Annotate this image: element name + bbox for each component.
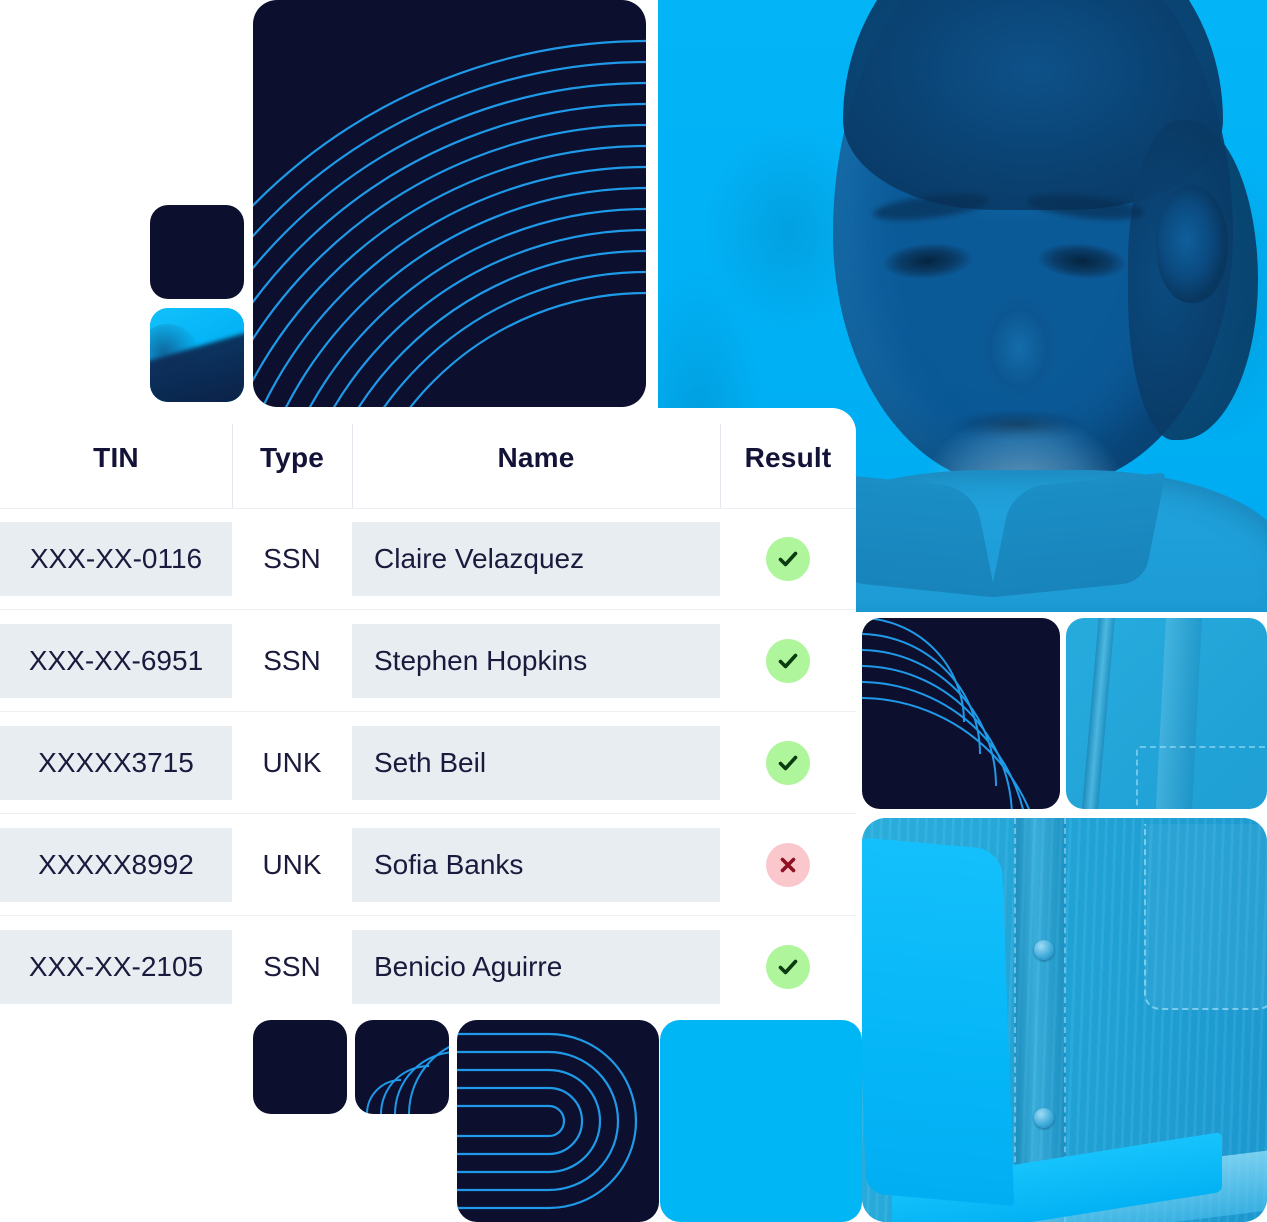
check-icon <box>766 639 810 683</box>
check-icon <box>766 537 810 581</box>
cell-type: SSN <box>263 951 321 982</box>
photo-tile-shoulder-highlight <box>150 324 200 388</box>
shirt-button-bottom <box>1034 1108 1054 1128</box>
column-header-tin[interactable]: TIN <box>93 442 139 473</box>
row-separator <box>0 915 856 916</box>
table-row[interactable]: XXX-XX-2105 SSN Benicio Aguirre <box>0 916 856 1018</box>
cell-name: Sofia Banks <box>352 828 720 902</box>
column-header-type[interactable]: Type <box>259 442 325 473</box>
cyan-square-bottom <box>660 1020 862 1222</box>
photo-tile-shoulder <box>150 308 244 402</box>
check-icon <box>766 741 810 785</box>
photo-tile-shirt <box>1066 618 1267 809</box>
portrait-photo <box>658 0 1267 612</box>
laptop-lid <box>862 836 1015 1207</box>
navy-arc-tile-right <box>862 618 1060 809</box>
table-row[interactable]: XXXXX8992 UNK Sofia Banks <box>0 814 856 916</box>
column-header-result[interactable]: Result <box>744 442 832 473</box>
photo-tile-shirt-pocket <box>1136 746 1267 809</box>
cell-type: UNK <box>262 849 322 880</box>
cell-result <box>720 828 856 902</box>
cell-result <box>720 522 856 596</box>
shirt-laptop-photo <box>862 818 1267 1222</box>
concentric-arcs-icon <box>862 618 1030 809</box>
cell-name: Seth Beil <box>352 726 720 800</box>
cell-tin: XXXXX8992 <box>0 828 232 902</box>
cross-icon <box>766 843 810 887</box>
tin-results-card: TIN Type Name Result XXX-XX-0116 SSN Cla… <box>0 408 856 1022</box>
cell-tin: XXX-XX-6951 <box>0 624 232 698</box>
cell-name: Benicio Aguirre <box>352 930 720 1004</box>
navy-arc-tile-bottom-2 <box>355 1020 449 1114</box>
row-separator <box>0 813 856 814</box>
portrait-nose <box>963 268 1063 408</box>
header-divider-3 <box>720 424 721 508</box>
shirt-placket <box>1014 818 1066 1222</box>
column-header-name[interactable]: Name <box>497 442 575 473</box>
concentric-arcs-icon <box>253 39 646 407</box>
header-divider-1 <box>232 424 233 508</box>
photo-tile-shirt-seam <box>1080 618 1116 809</box>
cell-result <box>720 624 856 698</box>
navy-square-bottom-1 <box>253 1020 347 1114</box>
cell-tin: XXXXX3715 <box>0 726 232 800</box>
table-row[interactable]: XXX-XX-6951 SSN Stephen Hopkins <box>0 610 856 712</box>
cell-type: UNK <box>262 747 322 778</box>
cell-result <box>720 726 856 800</box>
navy-arc-tile-bottom-3 <box>457 1020 659 1222</box>
header-bottom-rule <box>0 508 856 509</box>
row-separator <box>0 711 856 712</box>
navy-arc-panel-large <box>253 0 646 407</box>
tin-results-table: TIN Type Name Result XXX-XX-0116 SSN Cla… <box>0 408 856 1018</box>
shirt-button-top <box>1034 940 1054 960</box>
table-header-row: TIN Type Name Result <box>0 408 856 509</box>
table-row[interactable]: XXXXX3715 UNK Seth Beil <box>0 712 856 814</box>
cell-type: SSN <box>263 543 321 574</box>
cell-result <box>720 930 856 1004</box>
header-divider-2 <box>352 424 353 508</box>
navy-square-small <box>150 205 244 299</box>
cell-type: SSN <box>263 645 321 676</box>
portrait-ear <box>1156 185 1228 303</box>
concentric-arcs-icon <box>457 1032 638 1210</box>
check-icon <box>766 945 810 989</box>
cell-name: Claire Velazquez <box>352 522 720 596</box>
concentric-arcs-icon <box>366 1046 449 1114</box>
table-row[interactable]: XXX-XX-0116 SSN Claire Velazquez <box>0 508 856 610</box>
cell-tin: XXX-XX-2105 <box>0 930 232 1004</box>
cell-tin: XXX-XX-0116 <box>0 522 232 596</box>
shirt-pocket <box>1144 824 1267 1010</box>
cell-name: Stephen Hopkins <box>352 624 720 698</box>
row-separator <box>0 609 856 610</box>
